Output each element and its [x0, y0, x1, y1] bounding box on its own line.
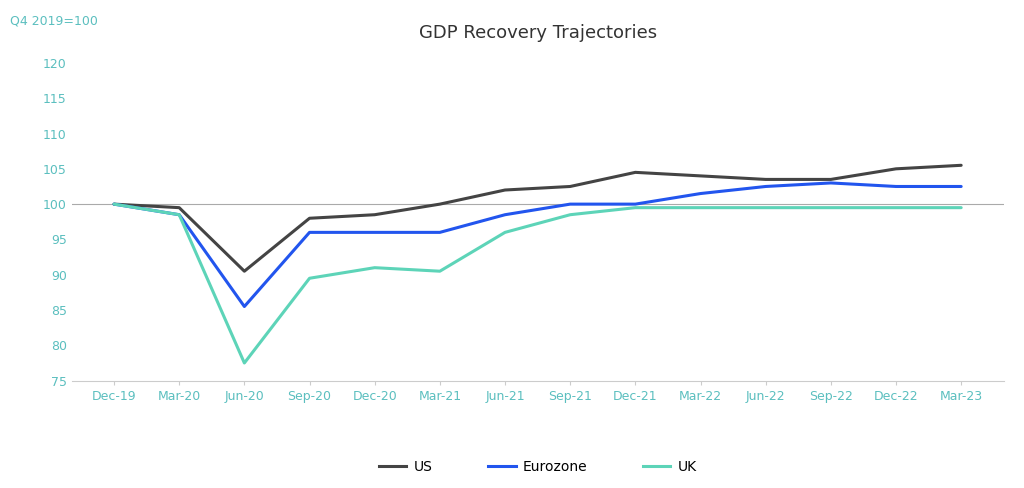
Eurozone: [239, 304, 251, 309]
UK: [694, 205, 707, 211]
Eurozone: [760, 183, 772, 189]
US: [629, 169, 641, 175]
US: [369, 212, 381, 218]
Eurozone: [108, 201, 120, 207]
UK: [303, 275, 315, 281]
Line: UK: UK: [114, 204, 962, 363]
UK: [824, 205, 837, 211]
Eurozone: [303, 229, 315, 235]
US: [303, 215, 315, 221]
Eurozone: [890, 183, 902, 189]
Eurozone: [434, 229, 446, 235]
US: [955, 163, 968, 168]
US: [694, 173, 707, 179]
Eurozone: [564, 201, 577, 207]
UK: [108, 201, 120, 207]
Eurozone: [824, 180, 837, 186]
UK: [369, 265, 381, 271]
Text: Q4 2019=100: Q4 2019=100: [10, 15, 98, 28]
US: [434, 201, 446, 207]
US: [824, 177, 837, 183]
UK: [173, 212, 185, 218]
Eurozone: [173, 212, 185, 218]
Eurozone: [629, 201, 641, 207]
Eurozone: [369, 229, 381, 235]
Eurozone: [499, 212, 511, 218]
Title: GDP Recovery Trajectories: GDP Recovery Trajectories: [419, 24, 656, 41]
US: [499, 187, 511, 193]
Legend: US, Eurozone, UK: US, Eurozone, UK: [373, 454, 702, 479]
UK: [760, 205, 772, 211]
Line: US: US: [114, 165, 962, 271]
UK: [955, 205, 968, 211]
Eurozone: [955, 183, 968, 189]
UK: [434, 268, 446, 274]
Line: Eurozone: Eurozone: [114, 183, 962, 306]
UK: [499, 229, 511, 235]
US: [239, 268, 251, 274]
UK: [239, 360, 251, 366]
UK: [890, 205, 902, 211]
US: [760, 177, 772, 183]
UK: [564, 212, 577, 218]
US: [173, 205, 185, 211]
US: [564, 183, 577, 189]
US: [890, 166, 902, 172]
US: [108, 201, 120, 207]
UK: [629, 205, 641, 211]
Eurozone: [694, 191, 707, 197]
